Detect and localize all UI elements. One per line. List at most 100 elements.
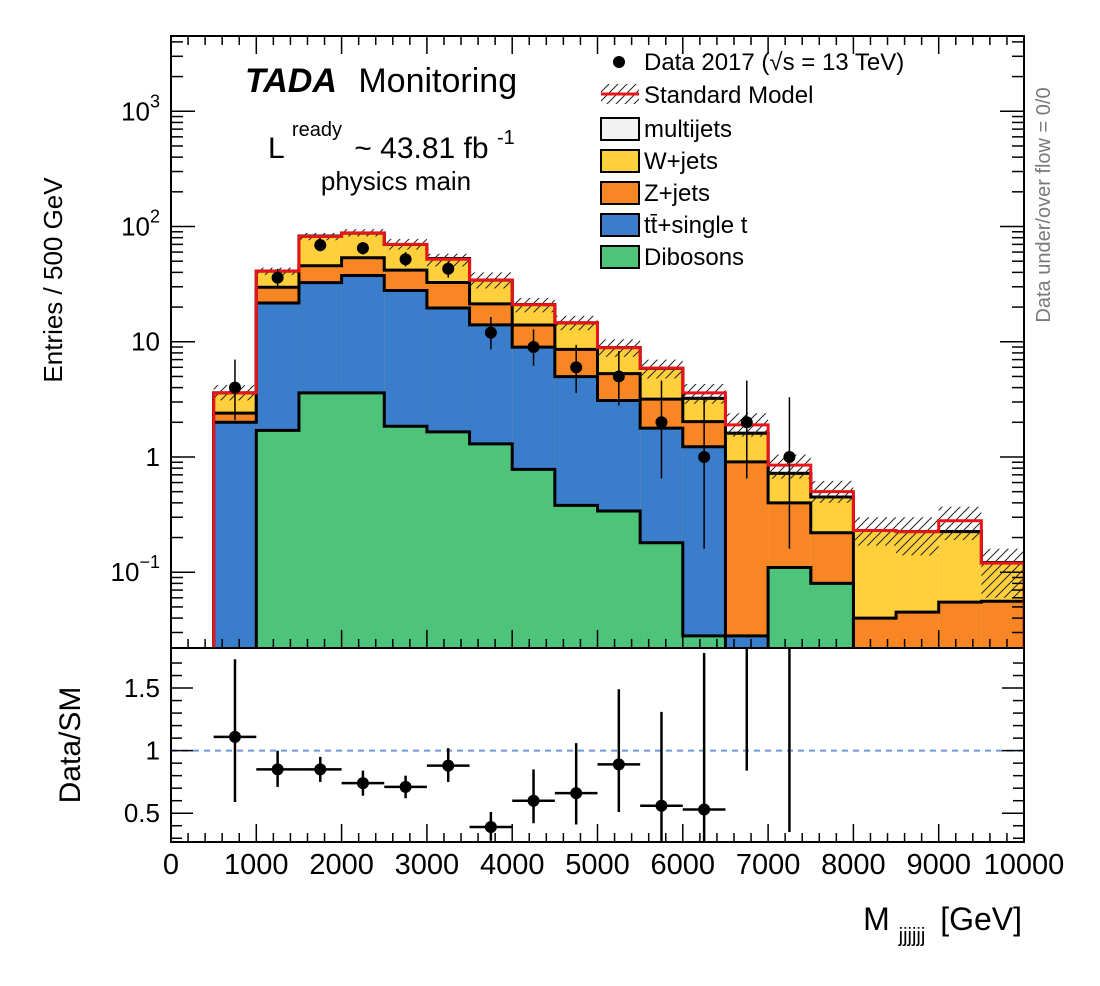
- y-tick-label-exponent: −1: [139, 552, 160, 572]
- stack-bar-dibosons: [298, 392, 342, 648]
- y-tick-label-base: 10: [121, 96, 150, 126]
- data-point: [271, 271, 284, 284]
- y-tick-label-exponent: 3: [150, 91, 160, 111]
- sm-total-path: [212, 231, 1024, 648]
- stack-outline-dibosons: [254, 391, 855, 648]
- ratio-point: [698, 803, 711, 816]
- lumi-exponent: -1: [497, 127, 515, 149]
- y-tick-label: 10: [131, 327, 160, 357]
- stack-bar-ttsinglet: [213, 422, 257, 648]
- sm-uncertainty-bin: [938, 506, 982, 541]
- y-tick-label: 103: [121, 91, 160, 126]
- lumi-superscript: ready: [292, 119, 342, 141]
- stack-bar-dibosons: [640, 542, 683, 648]
- stack-bar-zjets: [725, 461, 769, 648]
- y-tick-label: 102: [121, 207, 160, 242]
- y-tick-label: 1: [146, 442, 160, 472]
- lumi-value: ~ 43.81 fb: [354, 132, 488, 165]
- stack-bar-dibosons: [768, 567, 811, 648]
- ratio-point: [356, 777, 369, 790]
- stack-bar-dibosons: [554, 505, 598, 648]
- legend-ttbar-swatch: [600, 213, 640, 237]
- legend-multijets-swatch: [600, 117, 640, 141]
- data-points: [228, 238, 796, 549]
- x-axis-title-main: M: [863, 901, 890, 937]
- data-point: [228, 381, 241, 394]
- data-point: [356, 242, 369, 255]
- x-axis-title-sub: jjjjjj: [898, 925, 926, 947]
- stack-bar-zjets: [896, 612, 939, 648]
- sm-uncertainty-bin: [896, 517, 939, 556]
- ratio-point: [271, 763, 284, 776]
- legend-wjets-swatch: [600, 149, 640, 173]
- main-x-ticks: [170, 36, 1025, 648]
- ratio-ticks: [170, 662, 1025, 842]
- stream-label: physics main: [321, 166, 471, 196]
- x-tick-label: 2000: [309, 849, 374, 881]
- luminosity-label: L ready ~ 43.81 fb -1: [268, 110, 515, 165]
- y-tick-label: 10−1: [111, 552, 160, 587]
- ratio-point: [570, 787, 583, 800]
- legend-dibosons-label: Dibosons: [644, 244, 744, 271]
- data-point: [314, 239, 327, 252]
- ratio-y-axis-title: Data/SM: [54, 687, 87, 804]
- x-tick-label: 5000: [565, 849, 630, 881]
- stack-bar-dibosons: [469, 443, 513, 648]
- x-tick-label: 1000: [224, 849, 289, 881]
- stack-bar-dibosons: [810, 583, 854, 648]
- ratio-point: [442, 759, 455, 772]
- y-axis-title: Entries / 500 GeV: [38, 177, 68, 383]
- x-tick-label: 6000: [651, 849, 716, 881]
- stack-bar-zjets: [981, 601, 1024, 648]
- y-tick-label-base: 1: [146, 442, 160, 472]
- legend-zjets-label: Z+jets: [644, 180, 710, 207]
- ratio-point: [314, 763, 327, 776]
- x-axis-title-unit: [GeV]: [940, 901, 1022, 937]
- stack-bar-dibosons: [341, 392, 385, 648]
- stack-bar-dibosons: [426, 431, 470, 648]
- ratio-points: [213, 648, 791, 842]
- x-tick-label: 7000: [736, 849, 801, 881]
- stack-bar-zjets: [853, 618, 897, 648]
- data-point: [698, 450, 711, 463]
- title-brand: TADA: [245, 62, 337, 100]
- x-tick-labels: 0 1000 2000 3000 4000 5000 6000 7000 8000 9000 100…: [163, 849, 1064, 881]
- ratio-point: [228, 730, 241, 743]
- legend: Data 2017 (√s = 13 TeV) Standard Model m…: [600, 49, 904, 271]
- ratio-plot: 0.5 1 1.5 0 1000 2000 3000 4000 5000 6000 7000 800…: [54, 647, 1064, 949]
- data-point: [442, 262, 455, 275]
- x-axis-title: M jjjjjj [GeV]: [863, 901, 1022, 949]
- data-point: [655, 416, 668, 429]
- x-tick-label: 8000: [821, 849, 886, 881]
- ratio-y-tick-labels: 0.5 1 1.5: [124, 673, 160, 828]
- ratio-point: [655, 799, 668, 812]
- data-point: [783, 450, 796, 463]
- legend-multijets-label: multijets: [644, 116, 732, 143]
- data-point: [399, 253, 412, 266]
- y-tick-label-exponent: 2: [150, 207, 160, 227]
- data-point: [612, 370, 625, 383]
- data-point: [527, 341, 540, 354]
- y-tick-label-base: 10: [131, 327, 160, 357]
- ratio-point: [399, 780, 412, 793]
- ratio-point: [527, 794, 540, 807]
- legend-data-label: Data 2017 (√s = 13 TeV): [644, 49, 904, 76]
- stack-bar-zjets: [938, 602, 982, 648]
- lumi-prefix: L: [268, 132, 284, 165]
- legend-wjets-label: W+jets: [644, 148, 718, 175]
- ratio-plot-frame: [170, 647, 1025, 843]
- under-over-flow-note: Data under/over flow = 0/0: [1033, 87, 1055, 322]
- ratio-y-tick-label: 0.5: [124, 798, 160, 828]
- plot-title: TADA Monitoring: [245, 62, 517, 100]
- ratio-point: [484, 820, 497, 833]
- ratio-y-tick-label: 1.5: [124, 673, 160, 703]
- title-rest: Monitoring: [358, 62, 517, 100]
- data-point: [570, 361, 583, 374]
- y-tick-label-base: 10: [111, 557, 140, 587]
- stack-bar-dibosons: [512, 469, 555, 648]
- legend-ttbar-label: tt̄+single t: [644, 212, 748, 239]
- legend-data-marker: [613, 56, 625, 68]
